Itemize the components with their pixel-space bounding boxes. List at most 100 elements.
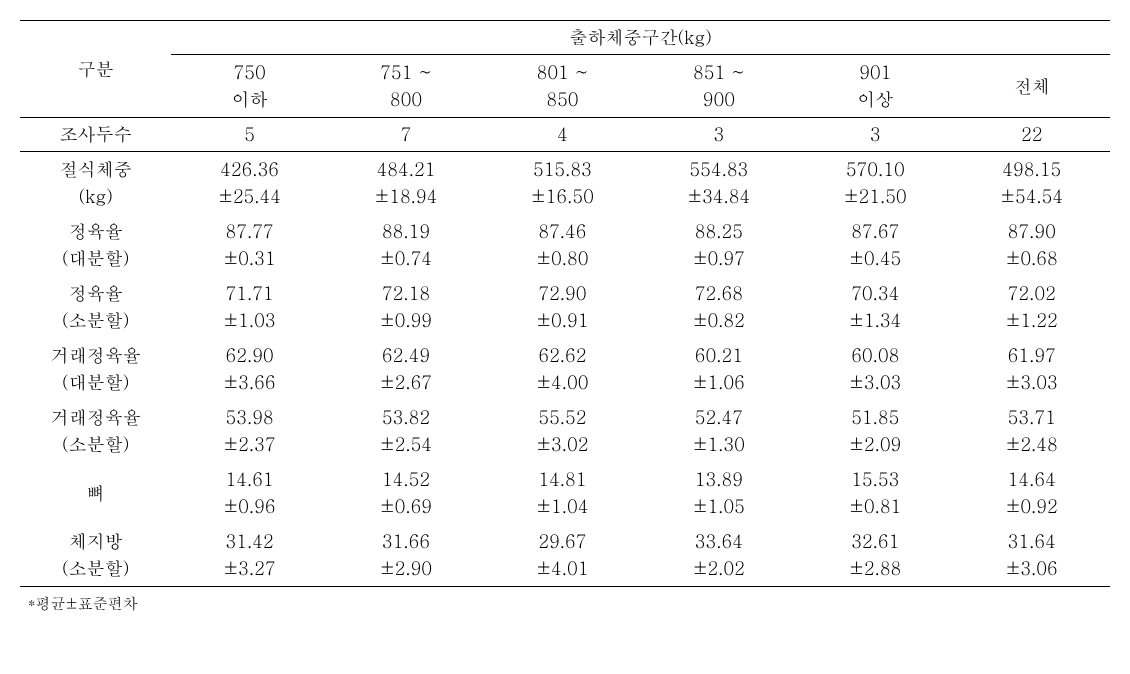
cell-sd: ±16.50 [492,183,632,210]
cell-mean: 14.61 [179,466,319,493]
column-header-line2: 800 [336,86,476,113]
data-cell: 554.83±34.84 [641,152,797,215]
cell-mean: 29.67 [492,528,632,555]
column-header-line1: 851 ~ [649,59,789,86]
column-header-line1: 751 ~ [336,59,476,86]
count-cell: 7 [328,118,484,152]
cell-sd: ±18.94 [336,183,476,210]
cell-mean: 88.19 [336,218,476,245]
cell-sd: ±1.04 [492,493,632,520]
count-cell: 3 [641,118,797,152]
data-cell: 72.02±1.22 [953,276,1110,338]
cell-sd: ±0.99 [336,307,476,334]
table-row: 조사두수5743322 [20,118,1110,152]
data-cell: 60.08±3.03 [797,338,953,400]
data-cell: 72.18±0.99 [328,276,484,338]
data-cell: 70.34±1.34 [797,276,953,338]
column-header-line2: 이상 [805,86,945,113]
row-label-line2: (소분할) [28,431,163,458]
column-header-line1: 전체 [961,73,1102,100]
table-row: 체지방(소분할)31.42±3.2731.66±2.9029.67±4.0133… [20,524,1110,587]
data-cell: 62.49±2.67 [328,338,484,400]
cell-sd: ±4.01 [492,555,632,582]
cell-mean: 72.18 [336,280,476,307]
data-cell: 62.90±3.66 [171,338,327,400]
count-cell: 4 [484,118,640,152]
cell-mean: 484.21 [336,156,476,183]
data-cell: 88.25±0.97 [641,214,797,276]
cell-sd: ±25.44 [179,183,319,210]
data-table: 구분 출하체중구간(kg) 750이하751 ~800801 ~850851 ~… [20,20,1110,587]
cell-mean: 62.62 [492,342,632,369]
cell-sd: ±0.97 [649,245,789,272]
cell-mean: 61.97 [961,342,1102,369]
data-cell: 51.85±2.09 [797,400,953,462]
cell-sd: ±3.27 [179,555,319,582]
count-cell: 22 [953,118,1110,152]
cell-mean: 51.85 [805,404,945,431]
cell-mean: 70.34 [805,280,945,307]
cell-mean: 33.64 [649,528,789,555]
row-label: 조사두수 [20,118,171,152]
cell-mean: 426.36 [179,156,319,183]
row-label-line1: 절식체중 [28,156,163,183]
cell-sd: ±3.66 [179,369,319,396]
cell-mean: 71.71 [179,280,319,307]
cell-mean: 515.83 [492,156,632,183]
cell-mean: 53.82 [336,404,476,431]
cell-mean: 15.53 [805,466,945,493]
column-header: 751 ~800 [328,55,484,118]
header-group-title: 출하체중구간(kg) [171,21,1110,55]
data-cell: 88.19±0.74 [328,214,484,276]
cell-mean: 60.21 [649,342,789,369]
column-header: 801 ~850 [484,55,640,118]
row-label-line2: (소분할) [28,307,163,334]
header-category-label: 구분 [20,21,171,118]
column-header: 전체 [953,55,1110,118]
cell-sd: ±0.81 [805,493,945,520]
cell-mean: 62.90 [179,342,319,369]
row-label: 정육율(대분할) [20,214,171,276]
cell-sd: ±0.91 [492,307,632,334]
row-label: 정육율(소분할) [20,276,171,338]
cell-mean: 52.47 [649,404,789,431]
row-label: 절식체중(kg) [20,152,171,215]
data-cell: 31.66±2.90 [328,524,484,587]
cell-sd: ±0.45 [805,245,945,272]
row-label-line1: 체지방 [28,528,163,555]
data-cell: 13.89±1.05 [641,462,797,524]
column-header-line2: 850 [492,86,632,113]
cell-sd: ±0.69 [336,493,476,520]
cell-mean: 55.52 [492,404,632,431]
data-cell: 33.64±2.02 [641,524,797,587]
cell-mean: 31.64 [961,528,1102,555]
row-label-line2: (대분할) [28,369,163,396]
data-cell: 87.90±0.68 [953,214,1110,276]
data-cell: 60.21±1.06 [641,338,797,400]
cell-sd: ±3.03 [805,369,945,396]
table-row: 거래정육율(대분할)62.90±3.6662.49±2.6762.62±4.00… [20,338,1110,400]
table-row: 거래정육율(소분할)53.98±2.3753.82±2.5455.52±3.02… [20,400,1110,462]
cell-sd: ±0.74 [336,245,476,272]
column-header-line1: 750 [179,59,319,86]
data-cell: 515.83±16.50 [484,152,640,215]
data-cell: 570.10±21.50 [797,152,953,215]
column-header: 851 ~900 [641,55,797,118]
data-cell: 14.81±1.04 [484,462,640,524]
count-cell: 3 [797,118,953,152]
data-cell: 87.46±0.80 [484,214,640,276]
row-label-line1: 뼈 [28,480,163,507]
cell-mean: 498.15 [961,156,1102,183]
cell-sd: ±2.09 [805,431,945,458]
cell-sd: ±2.37 [179,431,319,458]
cell-sd: ±1.34 [805,307,945,334]
data-cell: 498.15±54.54 [953,152,1110,215]
cell-mean: 14.52 [336,466,476,493]
cell-sd: ±3.06 [961,555,1102,582]
column-header-line1: 901 [805,59,945,86]
cell-sd: ±3.03 [961,369,1102,396]
data-cell: 52.47±1.30 [641,400,797,462]
cell-sd: ±4.00 [492,369,632,396]
cell-mean: 72.02 [961,280,1102,307]
cell-mean: 13.89 [649,466,789,493]
